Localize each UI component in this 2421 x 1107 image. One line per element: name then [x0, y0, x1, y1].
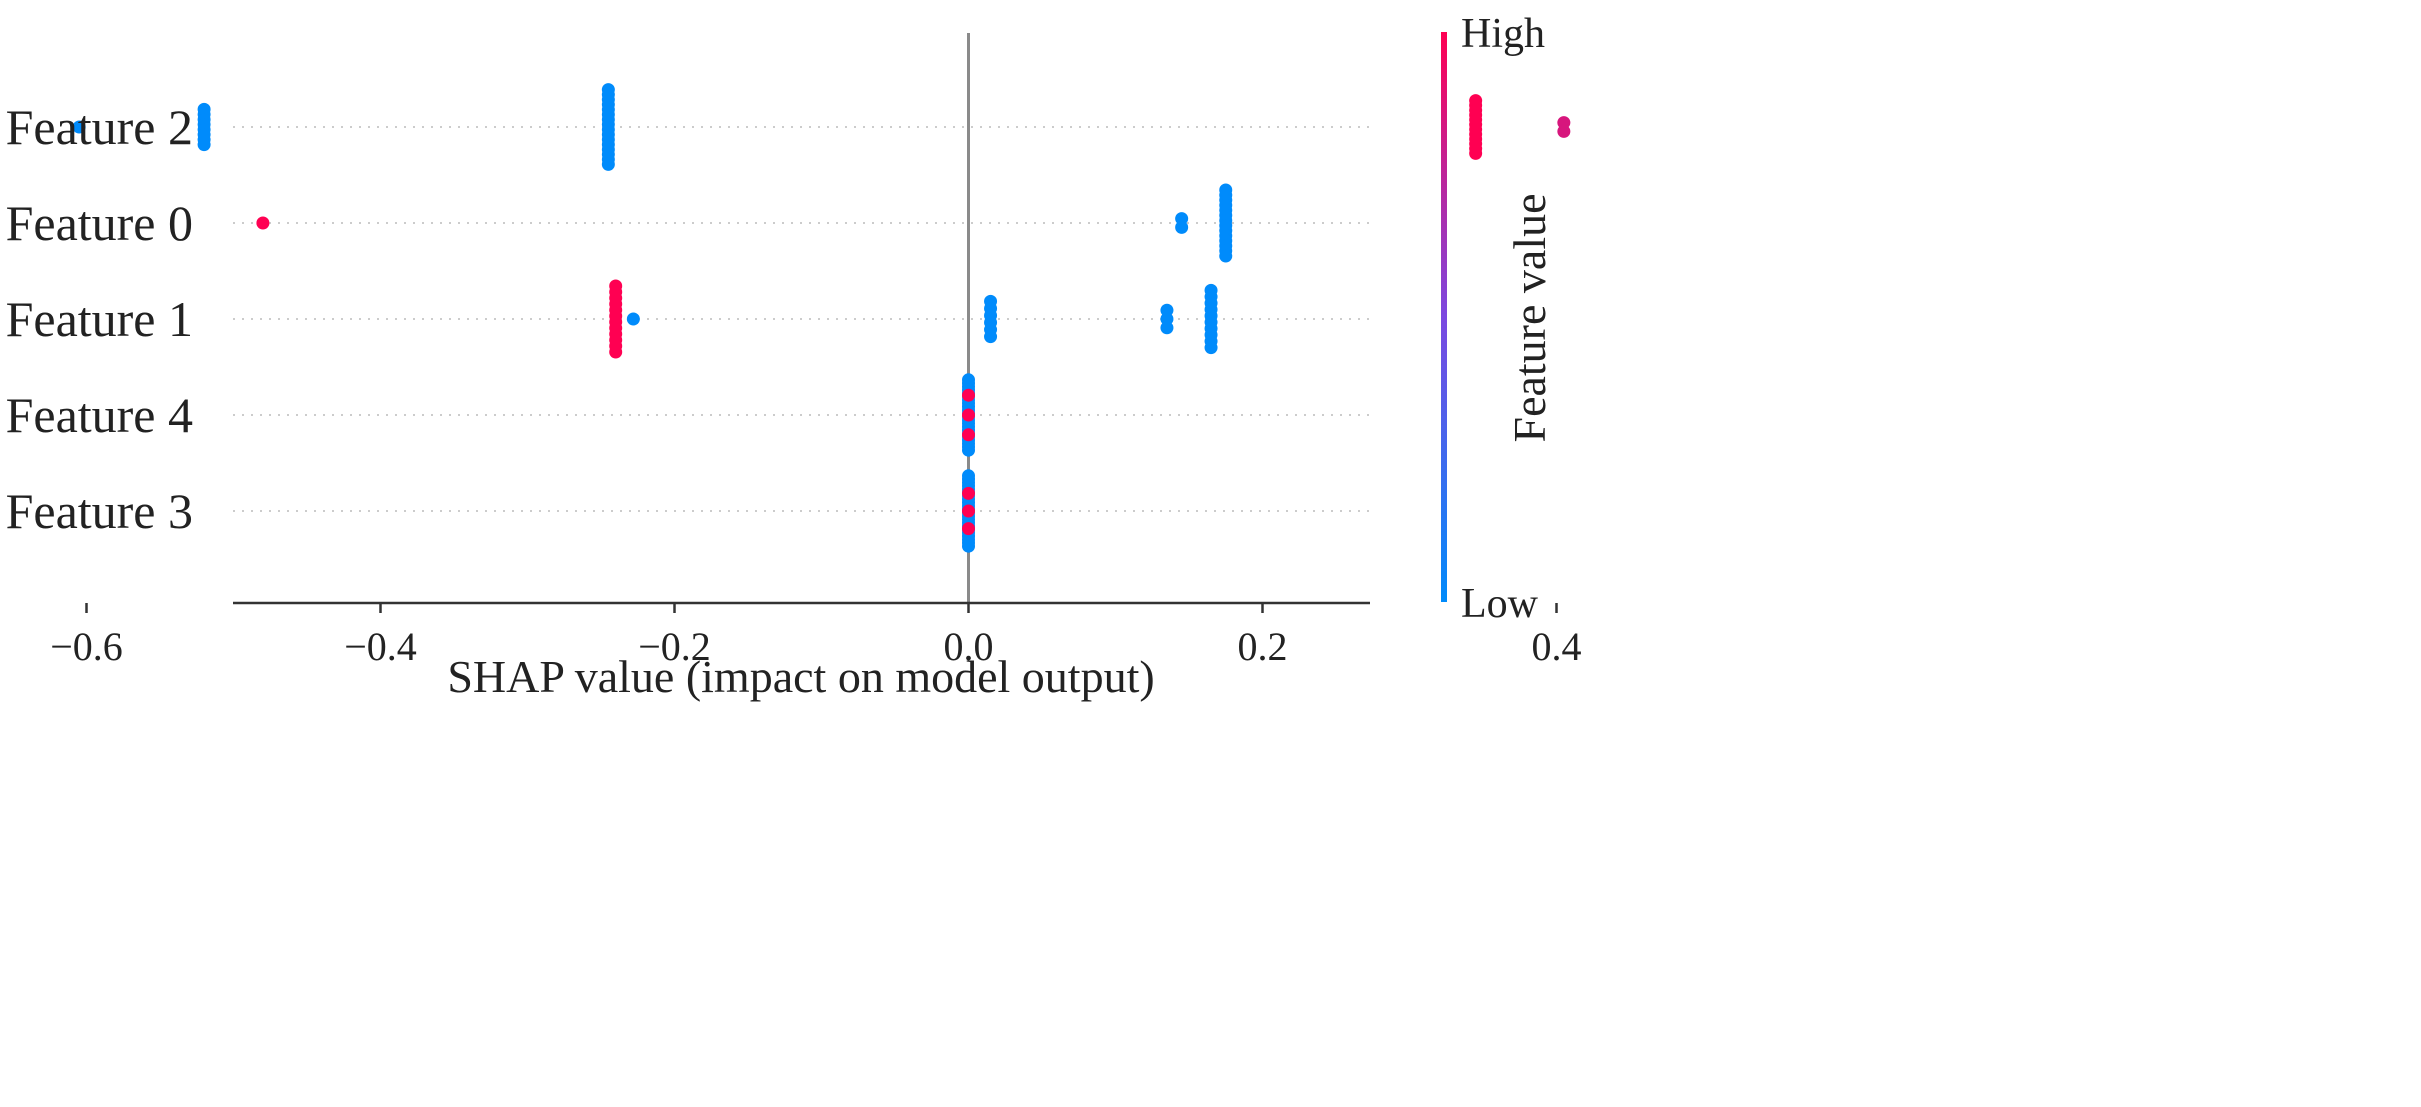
colorbar-title: Feature value [1504, 193, 1555, 442]
data-points [72, 83, 1571, 553]
feature-labels: Feature 2 Feature 0 Feature 1 Feature 4 Feat… [6, 99, 193, 539]
shap-point [1160, 321, 1174, 335]
shap-point [962, 388, 975, 402]
shap-point [962, 428, 975, 442]
x-axis-label: SHAP value (impact on model output) [447, 651, 1154, 702]
colorbar-high-label: High [1461, 11, 1545, 57]
x-tick-label: −0.6 [50, 624, 123, 669]
shap-point [197, 138, 211, 152]
feature-label: Feature 1 [6, 291, 193, 347]
shap-point [962, 539, 975, 553]
shap-point [984, 330, 998, 344]
colorbar [1441, 32, 1447, 602]
shap-point [1219, 249, 1233, 263]
feature-label: Feature 0 [6, 195, 193, 251]
x-tick-label: −0.2 [638, 624, 711, 669]
x-tick-label: 0.4 [1532, 624, 1582, 669]
shap-point [962, 408, 975, 422]
shap-point [962, 486, 975, 500]
shap-point [1204, 341, 1218, 355]
feature-label: Feature 3 [6, 483, 193, 539]
x-tick-label: 0.2 [1238, 624, 1288, 669]
x-axis-ticks: −0.8−0.6−0.4−0.20.00.20.4 [50, 603, 1582, 669]
shap-point [962, 522, 975, 536]
shap-point [256, 216, 270, 230]
shap-point [609, 345, 623, 359]
shap-point [626, 312, 640, 326]
shap-point [1175, 220, 1189, 234]
feature-label: Feature 4 [6, 387, 193, 443]
shap-point [72, 120, 86, 134]
colorbar-low-label: Low [1461, 581, 1539, 627]
shap-point [1469, 146, 1483, 160]
row-gridlines [233, 126, 1370, 512]
shap-point [601, 157, 615, 171]
shap-point [962, 443, 975, 457]
shap-point [962, 504, 975, 518]
feature-label: Feature 2 [6, 99, 193, 155]
x-tick-label: −0.4 [344, 624, 417, 669]
x-tick-label: 0.0 [944, 624, 994, 669]
shap-point [1557, 124, 1571, 138]
